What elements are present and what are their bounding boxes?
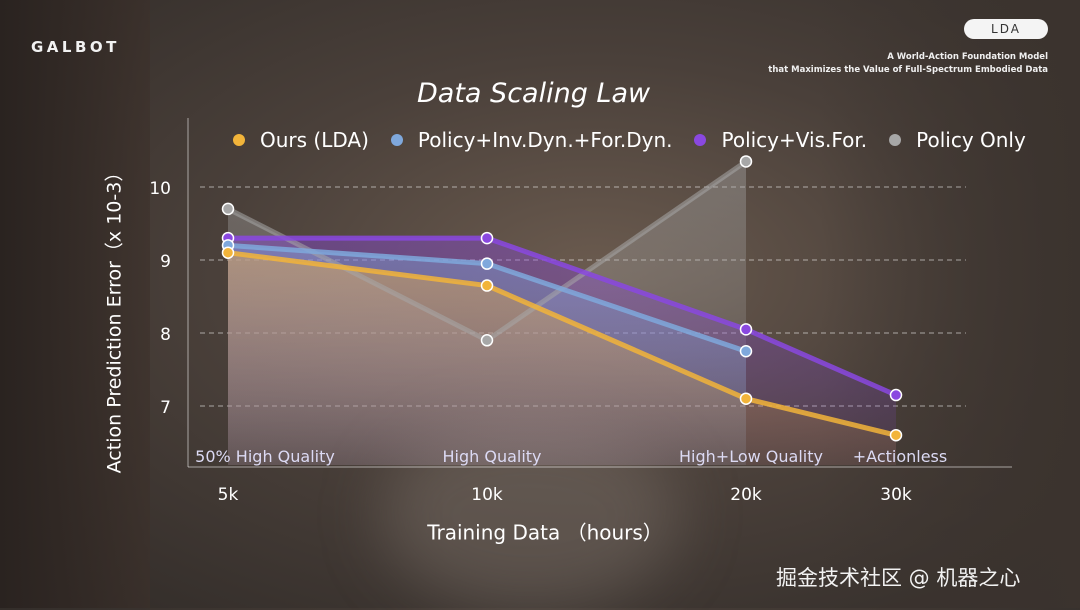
background-right-shade [820, 0, 1080, 608]
point-policy-vis-for [889, 388, 903, 402]
annotation-label: +Actionless [853, 447, 947, 466]
annotation-label: 50% High Quality [195, 447, 335, 466]
point-policy-inv-dyn-for-dyn [739, 345, 753, 358]
x-tick-label: 5k [218, 485, 239, 505]
legend-marker-inv-for [390, 134, 403, 146]
watermark: 掘金技术社区 @ 机器之心 [776, 566, 1021, 590]
tagline: A World-Action Foundation Model that Max… [768, 51, 1048, 77]
legend-marker-ours [233, 134, 245, 146]
y-tick-label: 8 [160, 325, 171, 345]
legend-label-policy-only: Policy Only [916, 128, 1026, 152]
point-policy-inv-dyn-for-dyn [480, 257, 494, 270]
line-policy-vis-for [225, 235, 899, 398]
y-tick-label: 9 [160, 252, 171, 272]
x-tick-label: 30k [880, 485, 912, 505]
point-ours-lda [221, 246, 235, 259]
legend-item-inv-for: Policy+Inv.Dyn.+For.Dyn. [390, 128, 673, 152]
legend-item-vis-for: Policy+Vis.For. [694, 128, 867, 152]
annotation-label: High Quality [442, 447, 541, 466]
galbot-logo: GALBOT [31, 38, 120, 56]
background-left-shade [0, 0, 150, 608]
y-tick-label: 10 [149, 179, 171, 199]
legend-marker-vis-for [694, 134, 707, 146]
legend-label-vis-for: Policy+Vis.For. [721, 128, 868, 152]
annotation-label: High+Low Quality [679, 447, 823, 466]
point-policy-only [480, 334, 494, 347]
x-tick-label: 20k [730, 485, 762, 505]
point-ours-lda [889, 428, 903, 442]
x-tick-label: 10k [471, 485, 503, 505]
legend-item-policy-only: Policy Only [889, 128, 1026, 152]
tagline-line-2: that Maximizes the Value of Full-Spectru… [768, 65, 1048, 75]
x-axis-label: Training Data （hours） [427, 520, 663, 545]
point-policy-only [739, 155, 753, 168]
tagline-line-1: A World-Action Foundation Model [887, 52, 1048, 62]
legend-label-inv-for: Policy+Inv.Dyn.+For.Dyn. [417, 128, 673, 152]
point-ours-lda [739, 392, 753, 405]
legend-marker-policy-only [889, 134, 902, 146]
point-policy-vis-for [480, 231, 494, 245]
legend-label-ours: Ours (LDA) [260, 128, 369, 152]
point-ours-lda [480, 279, 494, 292]
legend-item-ours: Ours (LDA) [233, 128, 369, 152]
chart-title: Data Scaling Law [417, 78, 651, 109]
point-policy-vis-for [739, 323, 753, 336]
lda-badge: LDA [964, 19, 1048, 39]
point-policy-only [221, 202, 235, 216]
area-ours-lda [228, 252, 896, 465]
chart-legend: Ours (LDA) Policy+Inv.Dyn.+For.Dyn. Poli… [233, 128, 1048, 152]
line-ours-lda [225, 250, 899, 438]
y-tick-label: 7 [160, 398, 171, 418]
